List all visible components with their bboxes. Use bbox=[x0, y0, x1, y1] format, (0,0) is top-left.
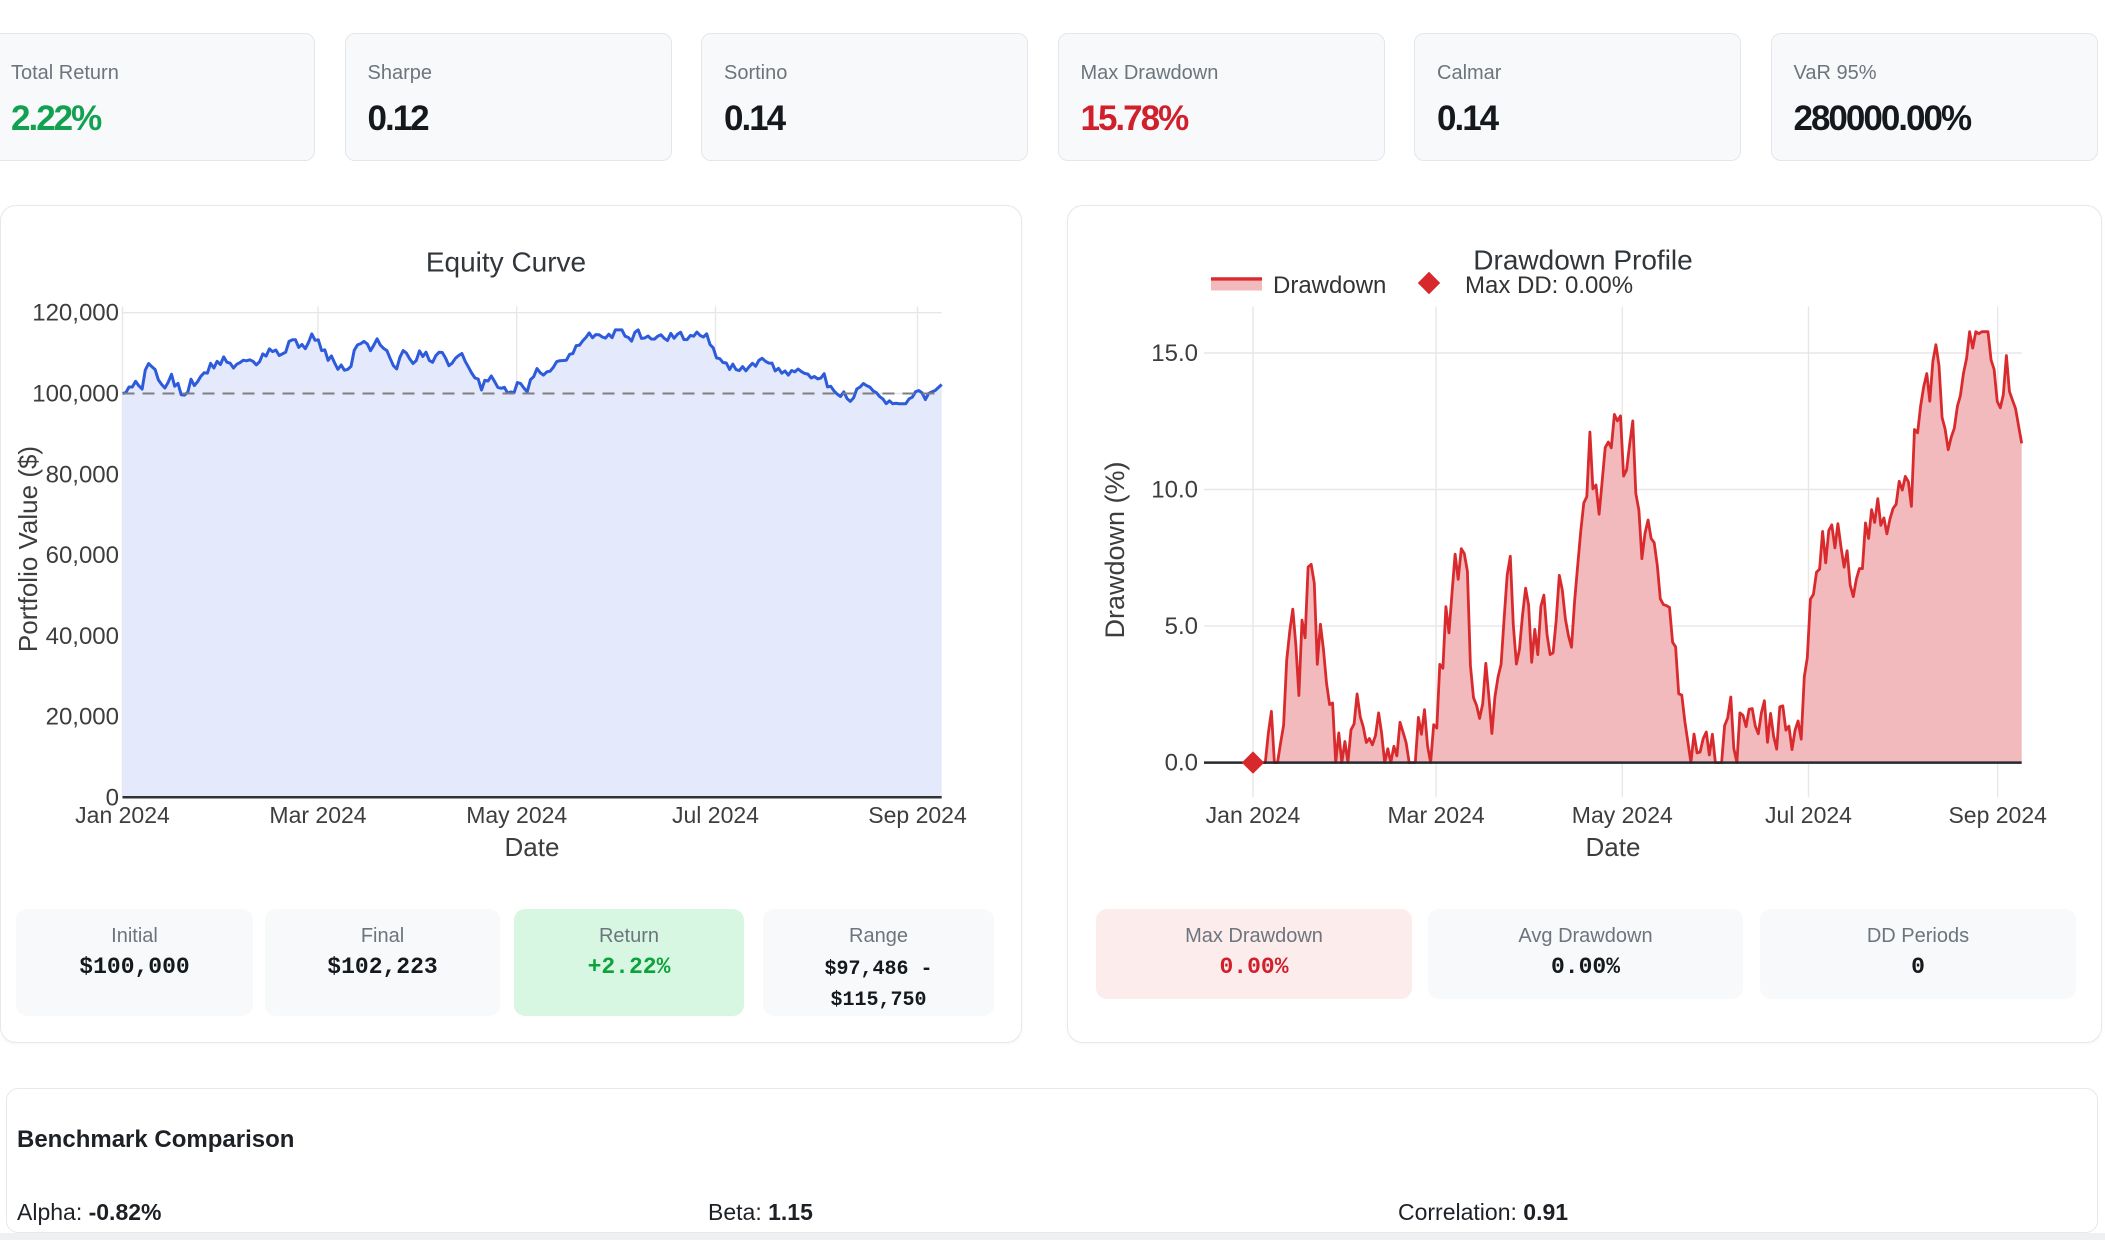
svg-text:May 2024: May 2024 bbox=[1572, 802, 1673, 828]
svg-text:Portfolio Value ($): Portfolio Value ($) bbox=[13, 446, 43, 652]
svg-text:100,000: 100,000 bbox=[32, 381, 119, 408]
svg-text:Max DD: 0.00%: Max DD: 0.00% bbox=[1465, 272, 1633, 299]
svg-text:Equity Curve: Equity Curve bbox=[426, 247, 586, 278]
svg-text:0.0: 0.0 bbox=[1165, 750, 1198, 777]
svg-text:Date: Date bbox=[1586, 832, 1641, 862]
svg-text:Sep 2024: Sep 2024 bbox=[868, 802, 967, 828]
svg-text:Sep 2024: Sep 2024 bbox=[1948, 802, 2047, 828]
svg-text:Mar 2024: Mar 2024 bbox=[1388, 802, 1485, 828]
svg-text:Mar 2024: Mar 2024 bbox=[269, 802, 366, 828]
svg-text:Drawdown Profile: Drawdown Profile bbox=[1473, 245, 1692, 276]
svg-text:Jan 2024: Jan 2024 bbox=[1206, 802, 1301, 828]
svg-text:0: 0 bbox=[106, 784, 119, 811]
svg-text:120,000: 120,000 bbox=[32, 300, 119, 327]
svg-text:Date: Date bbox=[505, 832, 560, 862]
svg-text:Jan 2024: Jan 2024 bbox=[75, 802, 170, 828]
svg-text:5.0: 5.0 bbox=[1165, 613, 1198, 640]
svg-text:60,000: 60,000 bbox=[46, 542, 119, 569]
svg-text:20,000: 20,000 bbox=[46, 704, 119, 731]
svg-text:10.0: 10.0 bbox=[1151, 477, 1198, 504]
svg-text:Drawdown (%): Drawdown (%) bbox=[1100, 461, 1130, 638]
svg-text:Drawdown: Drawdown bbox=[1273, 272, 1386, 299]
svg-text:Jul 2024: Jul 2024 bbox=[672, 802, 759, 828]
svg-text:80,000: 80,000 bbox=[46, 461, 119, 488]
svg-text:May 2024: May 2024 bbox=[466, 802, 567, 828]
svg-text:40,000: 40,000 bbox=[46, 623, 119, 650]
svg-text:15.0: 15.0 bbox=[1151, 340, 1198, 367]
svg-text:Jul 2024: Jul 2024 bbox=[1765, 802, 1852, 828]
